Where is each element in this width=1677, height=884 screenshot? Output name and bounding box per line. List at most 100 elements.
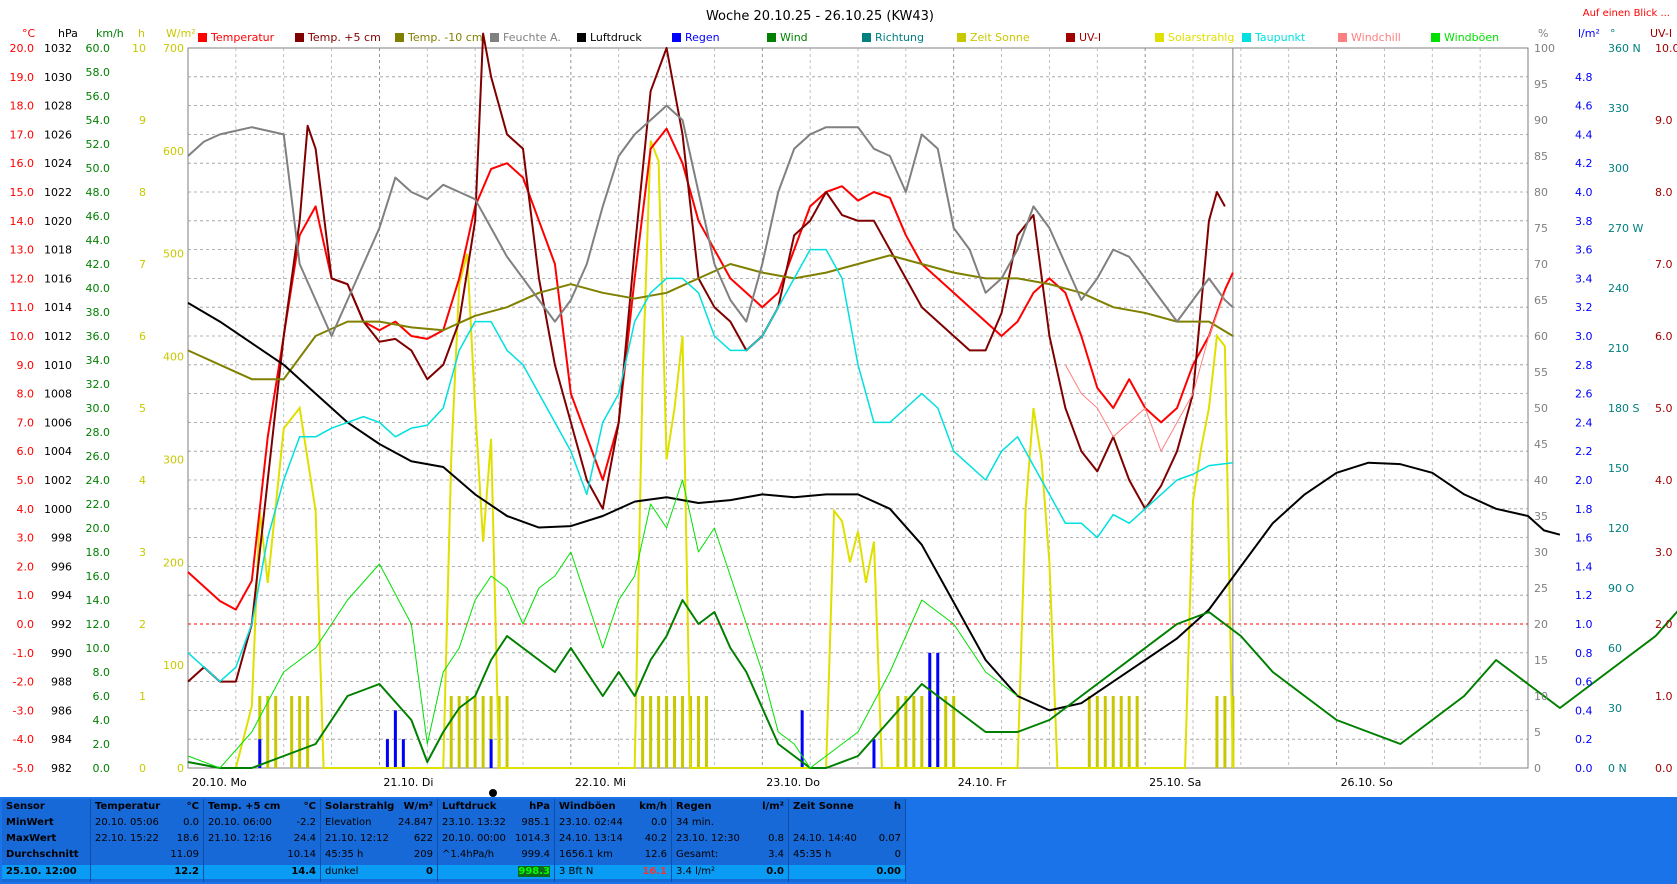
hpa-tick: 992 xyxy=(51,618,72,631)
sunshine-bar xyxy=(1119,696,1123,768)
dir-tick: 120 xyxy=(1608,522,1629,535)
legend-label: Temp. +5 cm xyxy=(307,31,381,44)
kmh-tick: 4.0 xyxy=(93,714,111,727)
pct-tick: 35 xyxy=(1534,510,1548,523)
lm2-tick: 0.4 xyxy=(1575,704,1593,717)
uvi-tick: 6.0 xyxy=(1655,330,1673,343)
col-header: Windböen xyxy=(559,801,616,812)
max-time: 21.10. 12:12 xyxy=(325,833,389,844)
lm2-tick: 4.0 xyxy=(1575,186,1593,199)
pct-tick: 80 xyxy=(1534,186,1548,199)
sunshine-bar xyxy=(649,696,653,768)
kmh-tick: 32.0 xyxy=(86,378,111,391)
kmh-tick: 40.0 xyxy=(86,282,111,295)
max-value: 0.07 xyxy=(878,833,901,844)
max-time: 22.10. 15:22 xyxy=(95,833,159,844)
hpa-tick: 1014 xyxy=(44,301,72,314)
sunshine-bar xyxy=(896,696,900,768)
legend-swatch xyxy=(490,33,499,42)
sunshine-bar xyxy=(274,696,278,768)
dir-tick: 210 xyxy=(1608,342,1629,355)
wm2-tick: 500 xyxy=(163,248,184,261)
max-time: 21.10. 12:16 xyxy=(208,833,272,844)
overview-link[interactable]: Auf einen Blick ... xyxy=(1583,8,1670,19)
col-unit: °C xyxy=(303,801,316,812)
kmh-tick: 60.0 xyxy=(86,42,111,55)
unit-header: W/m² xyxy=(166,27,196,40)
hpa-tick: 1028 xyxy=(44,100,72,113)
hours-tick: 8 xyxy=(139,186,146,199)
temp-tick: 20.0 xyxy=(10,42,35,55)
lm2-tick: 0.2 xyxy=(1575,733,1593,746)
day-label: 22.10. Mi xyxy=(575,776,626,789)
col-unit: km/h xyxy=(639,801,667,812)
day-label: 26.10. So xyxy=(1341,776,1393,789)
lm2-tick: 2.0 xyxy=(1575,474,1593,487)
dir-tick: 150 xyxy=(1608,462,1629,475)
kmh-tick: 56.0 xyxy=(86,90,111,103)
col-header: Zeit Sonne xyxy=(793,801,854,812)
kmh-tick: 28.0 xyxy=(86,426,111,439)
hpa-tick: 1006 xyxy=(44,416,72,429)
state: dunkel xyxy=(325,866,359,877)
row-label-avg: Durchschnitt xyxy=(6,849,79,860)
row-label-max: MaxWert xyxy=(6,833,57,844)
col-sensor: Sensor MinWert MaxWert Durchschnitt 25.1… xyxy=(2,799,91,882)
legend-swatch xyxy=(1338,33,1347,42)
hpa-tick: 1030 xyxy=(44,71,72,84)
min-value: 0.0 xyxy=(651,817,667,828)
series-temperatur xyxy=(187,127,1234,611)
wm2-tick: 0 xyxy=(177,762,184,775)
series-feuchte-a- xyxy=(187,104,1234,337)
temp-tick: 18.0 xyxy=(10,100,35,113)
dir-tick: 360 N xyxy=(1608,42,1641,55)
temp-tick: 10.0 xyxy=(10,330,35,343)
legend-label: Temp. -10 cm xyxy=(407,31,483,44)
hpa-tick: 996 xyxy=(51,560,72,573)
wm2-tick: 400 xyxy=(163,351,184,364)
wm2-tick: 700 xyxy=(163,42,184,55)
hours-tick: 2 xyxy=(139,618,146,631)
unit-header: km/h xyxy=(96,27,124,40)
rain-bar xyxy=(401,739,405,768)
pct-tick: 5 xyxy=(1534,726,1541,739)
day-label: 25.10. Sa xyxy=(1149,776,1201,789)
kmh-tick: 14.0 xyxy=(86,594,111,607)
legend-swatch xyxy=(1431,33,1440,42)
sunshine-bar xyxy=(473,696,477,768)
kmh-tick: 44.0 xyxy=(86,234,111,247)
sunshine-bar xyxy=(266,696,270,768)
sunshine-bar xyxy=(449,696,453,768)
rain-bar xyxy=(936,652,940,768)
series-wind xyxy=(187,599,1677,769)
sunshine-bar xyxy=(1223,696,1227,768)
hours-tick: 0 xyxy=(139,762,146,775)
legend-label: UV-I xyxy=(1079,31,1101,44)
unit-header: l/m² xyxy=(1578,27,1600,40)
sunshine-bar xyxy=(489,696,493,768)
unit-header: ° xyxy=(1610,27,1616,40)
temp-tick: 4.0 xyxy=(17,503,35,516)
hpa-tick: 984 xyxy=(51,733,72,746)
duration: 45:35 h xyxy=(325,849,364,860)
temp-tick: 16.0 xyxy=(10,157,35,170)
rain-bar xyxy=(393,710,397,768)
temp-tick: -3.0 xyxy=(13,704,34,717)
uvi-tick: 8.0 xyxy=(1655,186,1673,199)
current-value: 16.1 xyxy=(642,866,667,877)
rain-bar xyxy=(872,739,876,768)
uvi-tick: 9.0 xyxy=(1655,114,1673,127)
min-time: 20.10. 06:00 xyxy=(208,817,272,828)
lm2-tick: 4.6 xyxy=(1575,100,1593,113)
temp-tick: 8.0 xyxy=(17,388,35,401)
legend-label: Wind xyxy=(780,31,808,44)
series-windb-en xyxy=(187,479,1018,769)
temp-tick: -4.0 xyxy=(13,733,34,746)
hpa-tick: 986 xyxy=(51,704,72,717)
day-total: 3.4 l/m² xyxy=(676,866,715,877)
col-header: Regen xyxy=(676,801,712,812)
legend-swatch xyxy=(577,33,586,42)
hpa-tick: 1010 xyxy=(44,359,72,372)
col-unit: W/m² xyxy=(403,801,433,812)
hours-tick: 4 xyxy=(139,474,146,487)
